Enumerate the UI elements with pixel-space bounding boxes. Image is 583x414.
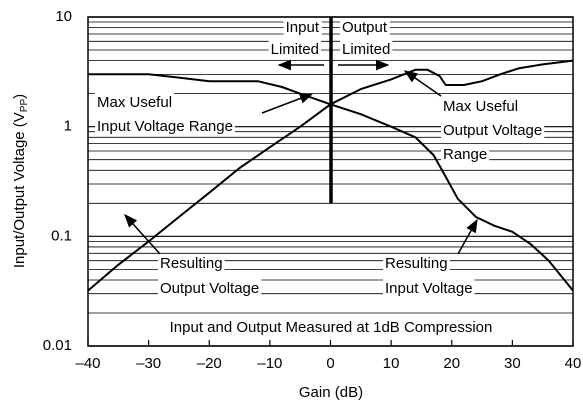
arrows (124, 59, 478, 255)
y-tick-label: 10 (55, 8, 72, 25)
label-box (340, 39, 393, 59)
y-tick-label: 0.1 (51, 227, 72, 244)
annotation: Limited (342, 41, 390, 58)
arrow (403, 70, 442, 97)
annotation: Range (443, 146, 487, 163)
label-box (383, 278, 475, 298)
label-box (268, 39, 321, 59)
label-box (95, 116, 235, 136)
annotation: Output (342, 19, 388, 36)
label-box (95, 92, 175, 112)
label-box (340, 17, 390, 37)
arrow (261, 93, 314, 114)
annotation: Input Voltage Range (97, 118, 233, 135)
y-tick-label: 1 (64, 118, 72, 135)
curve (87, 59, 574, 292)
labels: Input Limited Output Limited Max Useful Input… (95, 17, 545, 337)
annotation: Output Voltage (443, 122, 542, 139)
plot-frame (87, 16, 574, 347)
annotation: Output Voltage (160, 280, 259, 297)
x-tick-label: 20 (443, 355, 460, 372)
x-tick-label: 30 (504, 355, 521, 372)
y-tick-label: 0.01 (43, 337, 72, 354)
annotation: Input Voltage (385, 280, 473, 297)
x-tick-label: –10 (257, 355, 282, 372)
arrow (457, 218, 478, 255)
x-tick-label: 0 (326, 355, 334, 372)
x-tick-label: –40 (75, 355, 100, 372)
curve (88, 73, 574, 292)
arrow (124, 213, 161, 255)
label-box (158, 278, 262, 298)
label-box (158, 253, 225, 273)
curves (87, 59, 574, 292)
x-tick-label: 40 (565, 355, 582, 372)
label-box (283, 17, 322, 37)
annotation: Resulting (385, 255, 448, 272)
annotation: Input and Output Measured at 1dB Compres… (170, 319, 493, 336)
y-label-part: ) (11, 94, 28, 99)
label-box (441, 96, 521, 116)
x-tick-label: –20 (197, 355, 222, 372)
label-box (441, 144, 490, 164)
annotation: Input (286, 19, 320, 36)
label-box (441, 120, 545, 140)
annotation: Max Useful (443, 98, 518, 115)
annotation: Limited (271, 41, 319, 58)
x-tick-label: –30 (136, 355, 161, 372)
label-box (167, 317, 495, 337)
x-axis-label: Gain (dB) (299, 384, 363, 401)
annotation: Max Useful (97, 94, 172, 111)
y-label-part: Input/Output Voltage (V (11, 112, 28, 268)
annotation: Resulting (160, 255, 223, 272)
y-axis-label: Input/Output Voltage (VPP) (11, 94, 30, 268)
x-tick-label: 10 (383, 355, 400, 372)
y-label-sub: PP (19, 99, 30, 113)
label-box (383, 253, 450, 273)
